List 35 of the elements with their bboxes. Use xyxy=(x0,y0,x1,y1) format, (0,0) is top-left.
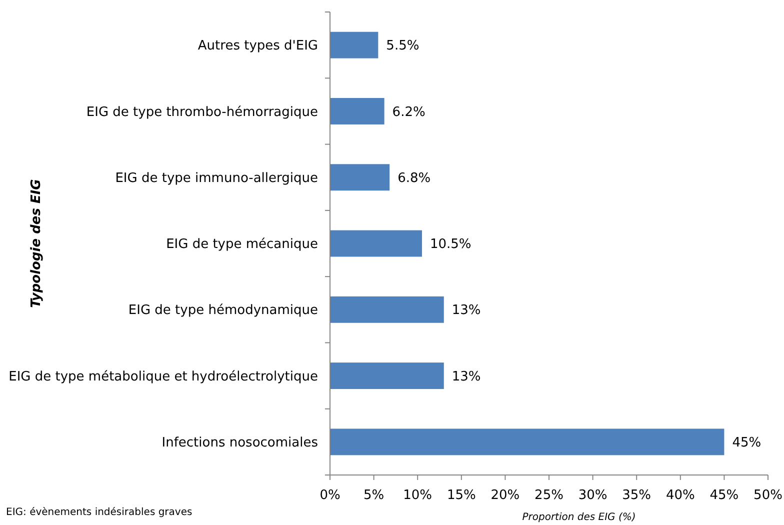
y-tick-label: EIG de type mécanique xyxy=(166,237,318,252)
data-label: 6.8% xyxy=(398,170,431,186)
y-tick-label: EIG de type métabolique et hydroélectrolytique xyxy=(8,369,318,384)
y-axis-title: Typologie des EIG xyxy=(29,178,44,308)
data-label: 13% xyxy=(452,303,481,318)
y-tick-label: EIG de type hémodynamique xyxy=(128,303,318,318)
y-tick-label: Autres types d'EIG xyxy=(198,38,318,54)
y-tick-label: EIG de type immuno-allergique xyxy=(115,170,318,186)
data-label: 45% xyxy=(732,435,762,450)
data-label: 10.5% xyxy=(430,237,472,252)
bar xyxy=(330,98,384,124)
bar xyxy=(330,164,390,191)
x-tick-label: 50% xyxy=(754,488,782,503)
x-tick-label: 5% xyxy=(363,488,384,503)
x-tick-label: 45% xyxy=(710,488,739,503)
bar xyxy=(330,230,422,257)
x-tick-label: 20% xyxy=(490,488,520,503)
bar xyxy=(330,296,444,323)
data-label: 6.2% xyxy=(392,104,426,120)
y-tick-label: Infections nosocomiales xyxy=(162,435,318,450)
x-tick-label: 25% xyxy=(534,488,564,503)
x-tick-label: 15% xyxy=(446,488,476,503)
bar xyxy=(330,362,444,390)
x-tick-label: 30% xyxy=(578,488,608,503)
y-tick-label: EIG de type thrombo-hémorragique xyxy=(86,104,318,120)
data-label: 5.5% xyxy=(386,38,420,54)
x-tick-label: 0% xyxy=(320,488,340,503)
x-axis-title: Proportion des EIG (%) xyxy=(522,512,636,523)
bar xyxy=(330,32,378,58)
x-tick-label: 40% xyxy=(666,488,695,503)
data-label: 13% xyxy=(452,369,481,384)
bar xyxy=(330,428,724,456)
x-tick-label: 10% xyxy=(403,488,432,503)
text: EIG: évènements indésirables graves xyxy=(6,507,192,518)
x-tick-label: 35% xyxy=(622,488,652,503)
